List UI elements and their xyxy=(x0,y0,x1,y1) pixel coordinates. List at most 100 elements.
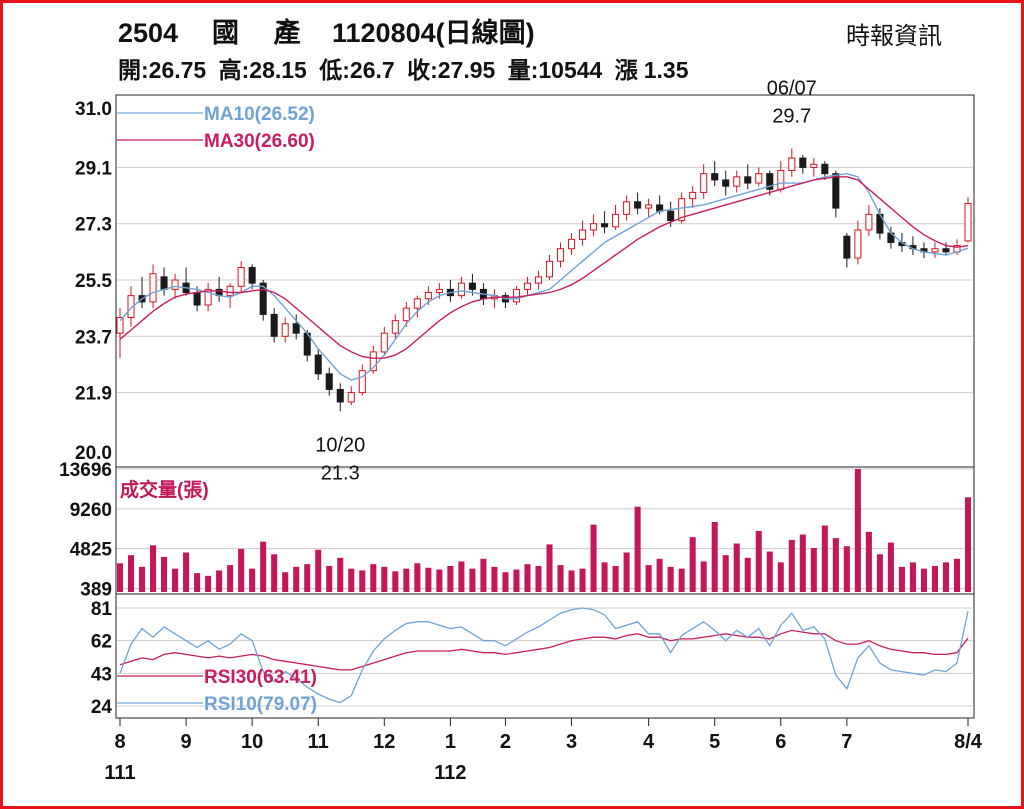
candle-body xyxy=(347,392,355,403)
volume-bars xyxy=(116,469,972,592)
candlestick-series xyxy=(116,148,972,412)
candle-body xyxy=(325,373,333,390)
high-annotation-value: 29.7 xyxy=(772,106,811,128)
price-annotations: 06/07 29.7 10/20 21.3 xyxy=(315,78,817,485)
candle-body xyxy=(788,157,796,172)
volume-bar xyxy=(722,555,729,592)
candle-body xyxy=(832,173,840,209)
rsi-tick-label: 81 xyxy=(91,599,113,620)
source-label: 時報資訊 xyxy=(846,23,942,50)
volume-bar xyxy=(315,549,322,592)
volume-bar xyxy=(150,545,157,592)
volume-bar xyxy=(568,570,575,592)
rsi-panel xyxy=(115,593,975,719)
rsi-tick-label: 62 xyxy=(91,632,112,653)
rsi-tick-label: 24 xyxy=(91,697,113,718)
volume-bar xyxy=(744,557,751,592)
volume-bar xyxy=(953,558,961,592)
volume-bar xyxy=(898,566,905,592)
volume-bar xyxy=(238,548,245,592)
candle-body xyxy=(766,173,774,190)
price-tick-label: 31.0 xyxy=(75,99,112,120)
volume-bar xyxy=(172,568,179,592)
candle-body xyxy=(391,320,399,334)
low-label: 低: xyxy=(318,57,350,83)
ma10-line xyxy=(119,172,969,381)
x-tick-label: 8 xyxy=(114,731,125,753)
rsi-y-axis: 81 62 43 24 xyxy=(91,599,113,718)
candle-body xyxy=(468,282,476,290)
x-tick-label: 12 xyxy=(373,731,395,753)
candle-body xyxy=(512,288,520,303)
open-value: 26.75 xyxy=(149,57,207,83)
candle-body xyxy=(369,351,377,372)
candle-body xyxy=(248,266,256,284)
candle-body xyxy=(160,276,168,290)
x-tick-label: 5 xyxy=(709,731,720,753)
x-tick-label: 8/4 xyxy=(954,731,983,753)
x-tick-label: 4 xyxy=(643,731,655,753)
candle-body xyxy=(523,282,532,290)
change-label: 漲 xyxy=(615,57,639,83)
volume-bar xyxy=(854,469,861,592)
candle-body xyxy=(799,157,807,168)
candle-body xyxy=(568,238,576,250)
candle-body xyxy=(116,317,124,334)
low-annotation-value: 21.3 xyxy=(321,462,360,484)
volume-legend-label: 成交量(張) xyxy=(120,478,209,501)
volume-bar xyxy=(546,544,553,592)
x-tick-label: 3 xyxy=(566,731,577,753)
price-tick-label: 25.5 xyxy=(75,271,112,292)
candle-body xyxy=(270,313,278,337)
x-tick-label: 6 xyxy=(775,731,786,753)
volume-bar xyxy=(282,572,289,592)
volume-bar xyxy=(249,568,256,592)
rsi30-legend-label: RSI30(63.41) xyxy=(204,667,317,688)
volume-bar xyxy=(942,562,950,592)
high-value: 28.15 xyxy=(249,57,307,83)
volume-gridlines xyxy=(117,468,973,590)
volume-bar xyxy=(656,558,663,592)
candle-body xyxy=(171,279,179,290)
rsi-tick-label: 43 xyxy=(91,664,112,685)
candle-body xyxy=(931,248,939,253)
volume-tick-label: 4825 xyxy=(70,540,113,561)
candle-body xyxy=(810,163,818,168)
close-label: 收: xyxy=(407,57,438,83)
candle-body xyxy=(193,292,201,306)
volume-bar xyxy=(116,563,124,592)
volume-bar xyxy=(634,506,641,592)
volume-bar xyxy=(381,566,388,592)
x-tick-label: 2 xyxy=(500,731,511,753)
volume-bar xyxy=(447,565,454,592)
volume-bar xyxy=(403,568,410,592)
volume-bar xyxy=(271,554,278,592)
candle-body xyxy=(964,202,972,242)
volume-bar xyxy=(711,521,718,592)
candle-body xyxy=(259,282,267,315)
candle-body xyxy=(678,198,686,222)
x-tick-label: 11 xyxy=(308,731,329,753)
volume-bar xyxy=(414,563,421,592)
x-tick-label: 7 xyxy=(841,731,852,753)
volume-bar xyxy=(667,566,674,592)
candle-body xyxy=(281,323,289,337)
volume-bar xyxy=(326,565,333,592)
volume-bar xyxy=(689,537,696,592)
candle-body xyxy=(358,370,366,394)
volume-bar xyxy=(425,567,432,592)
candle-body xyxy=(237,266,245,287)
x-tick-label: 1 xyxy=(445,731,456,753)
volume-bar xyxy=(491,566,498,592)
price-tick-label: 23.7 xyxy=(75,327,112,348)
volume-bar xyxy=(436,569,443,592)
candle-body xyxy=(413,298,421,309)
volume-bar xyxy=(227,565,234,592)
volume-bar xyxy=(623,552,630,592)
ma10-legend-label: MA10(26.52) xyxy=(204,104,315,125)
low-value: 26.7 xyxy=(350,57,395,83)
volume-bar xyxy=(337,557,344,592)
volume-bar xyxy=(513,569,520,592)
